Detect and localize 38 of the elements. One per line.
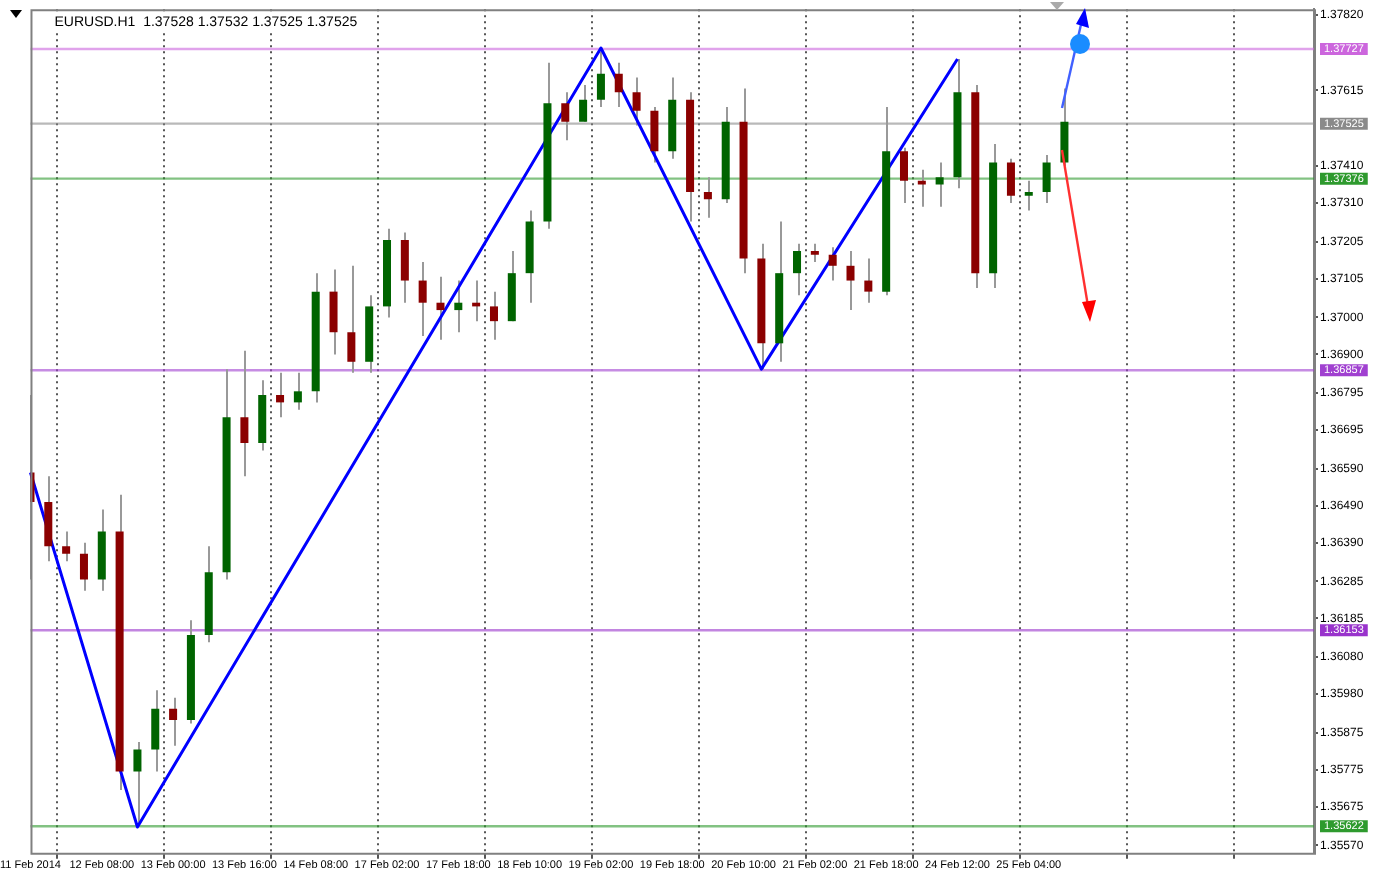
candlestick bbox=[864, 257, 873, 304]
candlestick bbox=[79, 541, 88, 592]
candlestick bbox=[97, 508, 106, 592]
candlestick bbox=[579, 83, 588, 123]
candlestick bbox=[703, 176, 712, 219]
candlestick bbox=[347, 264, 356, 374]
candlestick bbox=[828, 246, 837, 282]
candlestick bbox=[1060, 87, 1069, 168]
candlestick bbox=[44, 475, 53, 563]
candlestick bbox=[917, 168, 926, 208]
candlestick bbox=[240, 349, 249, 478]
candlestick bbox=[454, 279, 463, 334]
candlestick bbox=[561, 91, 570, 142]
candlestick bbox=[400, 231, 409, 304]
candlestick bbox=[793, 242, 802, 297]
candlestick bbox=[151, 689, 160, 773]
candlestick bbox=[507, 250, 516, 323]
candlestick bbox=[258, 379, 267, 452]
candlestick bbox=[62, 530, 71, 563]
candlestick bbox=[1042, 154, 1051, 205]
candlestick bbox=[418, 261, 427, 337]
candlestick bbox=[614, 61, 623, 109]
candlestick bbox=[489, 290, 498, 341]
candlestick bbox=[133, 741, 142, 828]
candlestick bbox=[293, 371, 302, 411]
candlestick bbox=[632, 76, 641, 127]
candlestick bbox=[899, 146, 908, 205]
candlestick bbox=[1024, 179, 1033, 212]
candlestick bbox=[810, 242, 819, 264]
candlestick bbox=[276, 371, 285, 419]
candlestick bbox=[1006, 157, 1015, 205]
candlestick bbox=[329, 268, 338, 356]
candlestick bbox=[169, 696, 178, 747]
candlestick bbox=[650, 106, 659, 164]
candlestick bbox=[596, 50, 605, 109]
candlestick bbox=[436, 275, 445, 341]
candlestick bbox=[935, 161, 944, 208]
candlestick bbox=[846, 250, 855, 312]
